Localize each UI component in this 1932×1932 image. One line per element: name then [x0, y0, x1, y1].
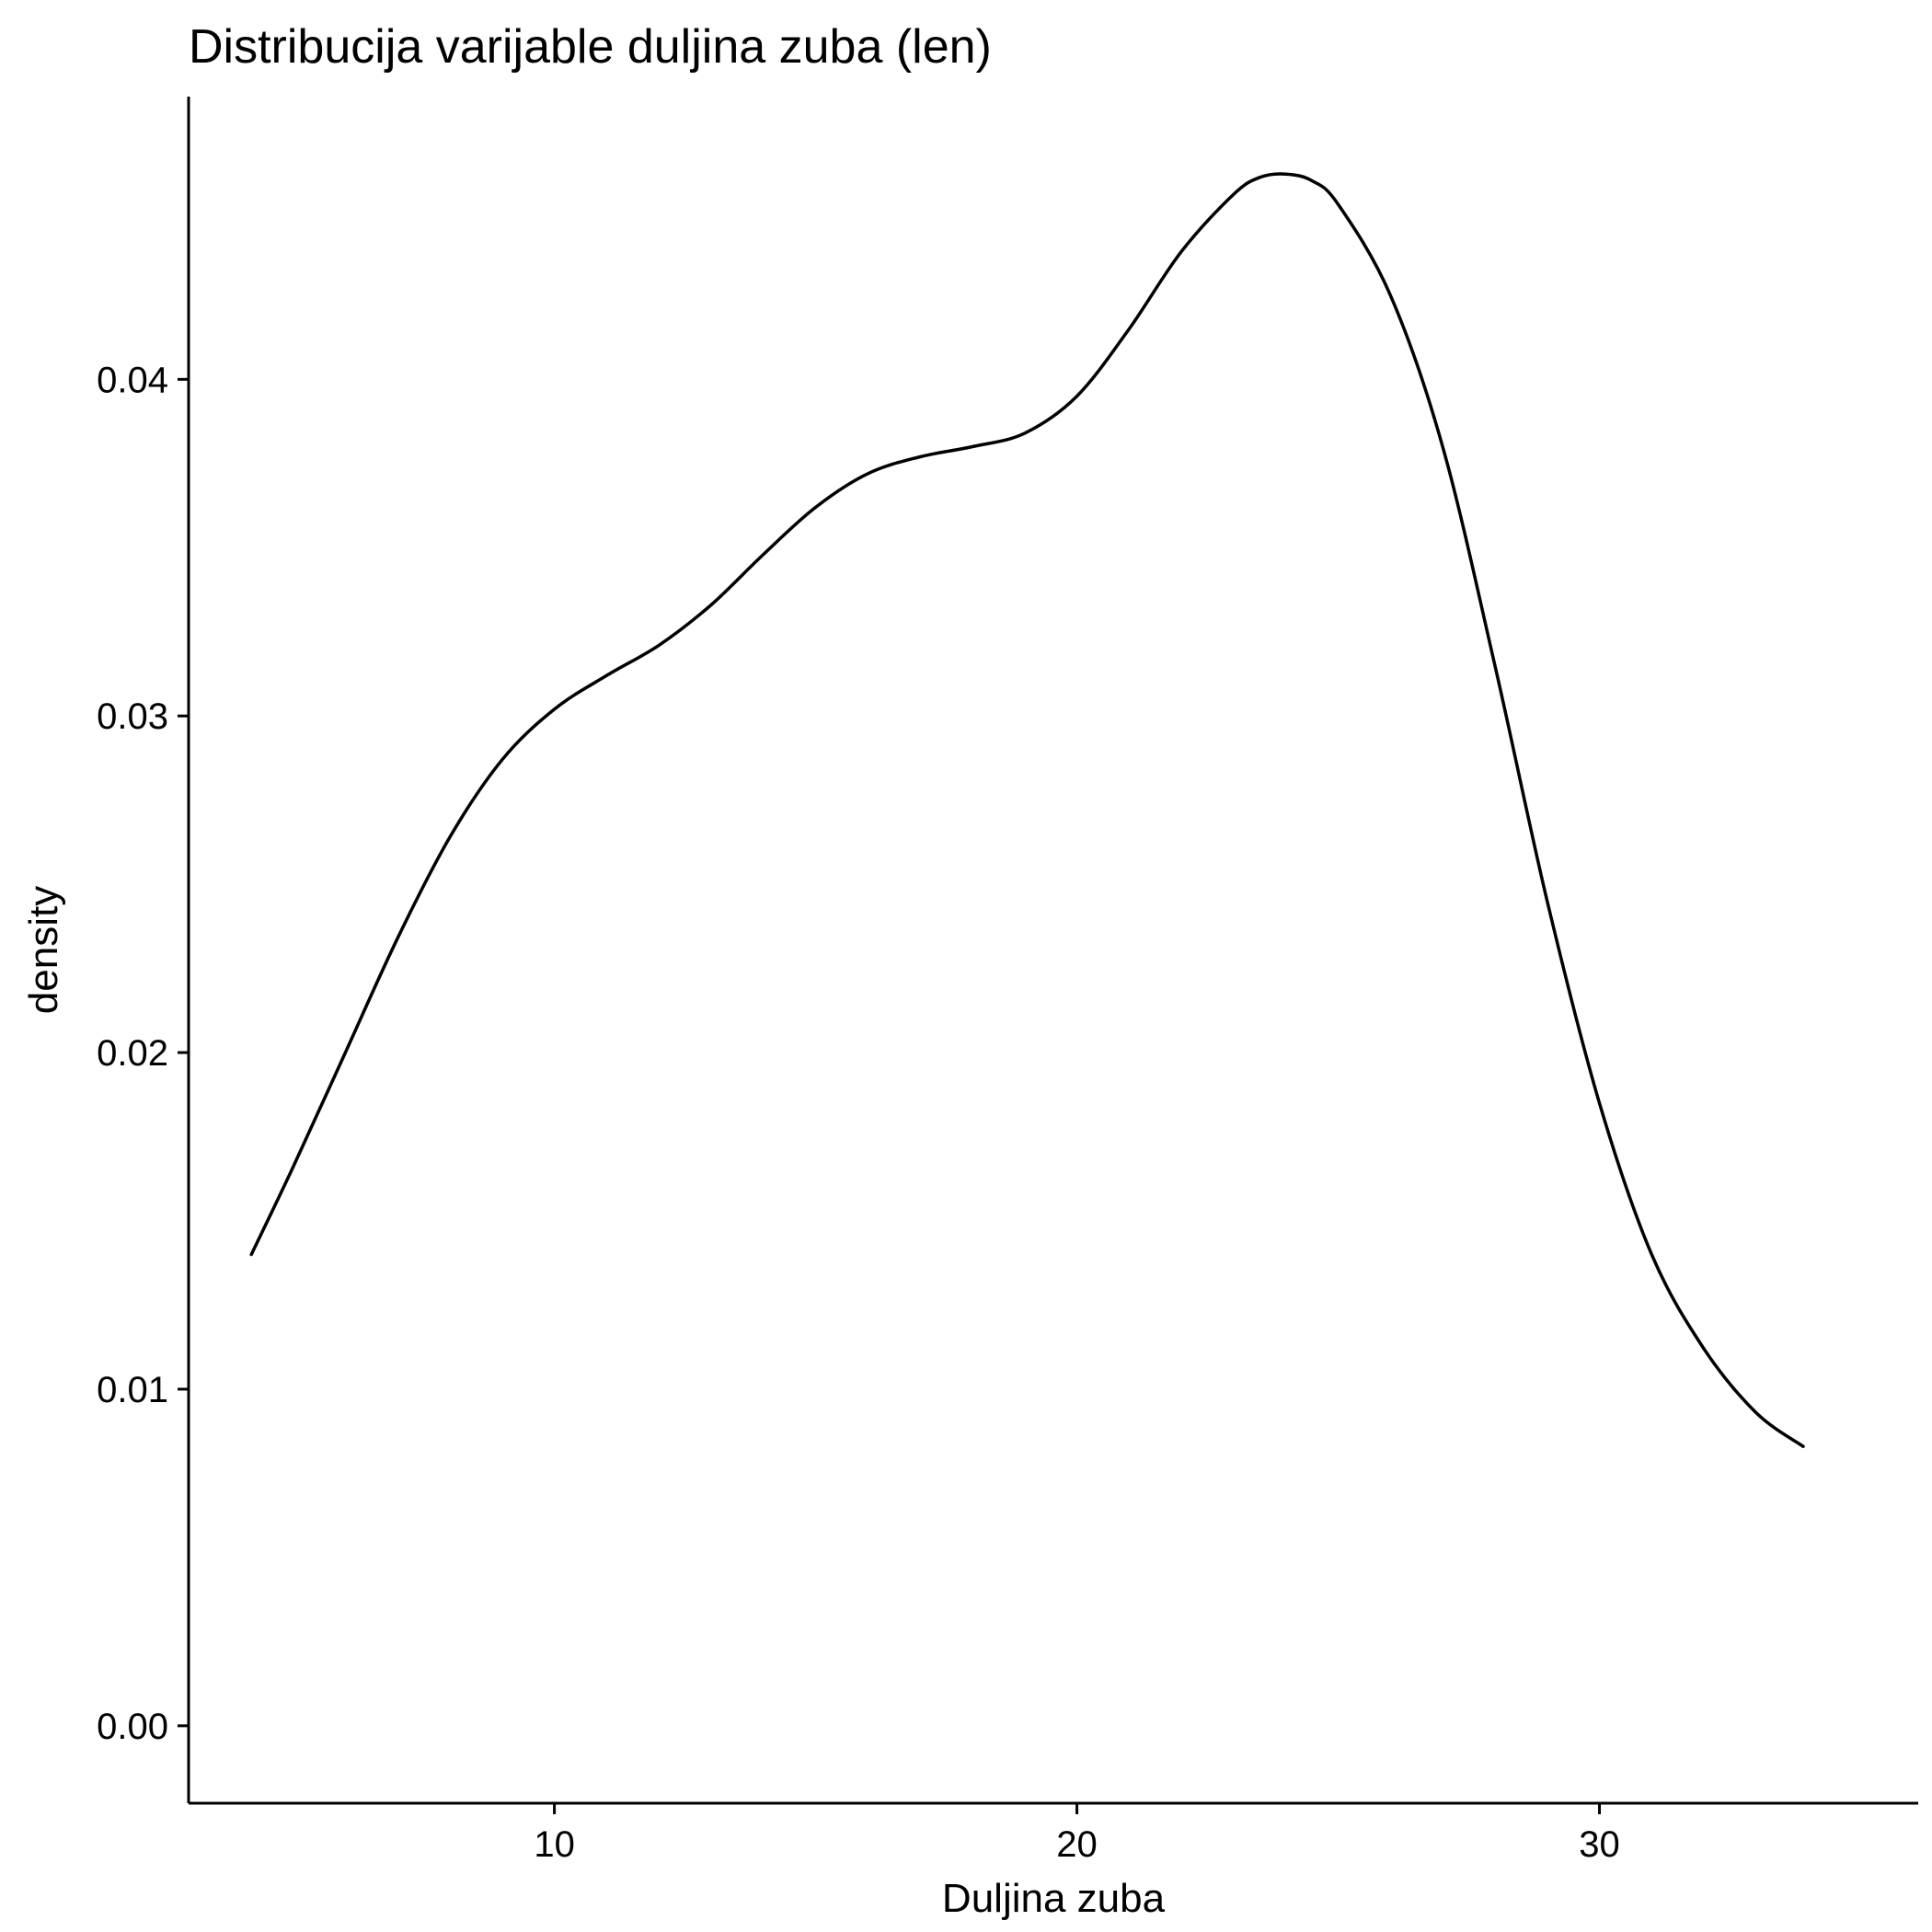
- y-tick-label: 0.00: [97, 1707, 168, 1747]
- x-tick-label: 30: [1579, 1824, 1620, 1865]
- x-tick-label: 10: [534, 1824, 575, 1865]
- density-curve: [249, 172, 1805, 1448]
- x-axis-label: Duljina zuba: [942, 1876, 1166, 1921]
- y-tick-label: 0.02: [97, 1033, 168, 1074]
- x-tick-label: 20: [1056, 1824, 1098, 1865]
- y-tick-label: 0.01: [97, 1370, 168, 1410]
- y-tick-label: 0.03: [97, 696, 168, 737]
- y-tick-label: 0.04: [97, 360, 168, 400]
- plot-area: 0.00 0.01 0.02 0.03 0.04 10 20 30: [97, 97, 1918, 1865]
- y-axis-ticks: 0.00 0.01 0.02 0.03 0.04: [97, 360, 189, 1747]
- x-axis-ticks: 10 20 30: [534, 1803, 1620, 1865]
- chart-title: Distribucija varijable duljina zuba (len…: [189, 20, 992, 74]
- y-axis-label: density: [21, 886, 66, 1014]
